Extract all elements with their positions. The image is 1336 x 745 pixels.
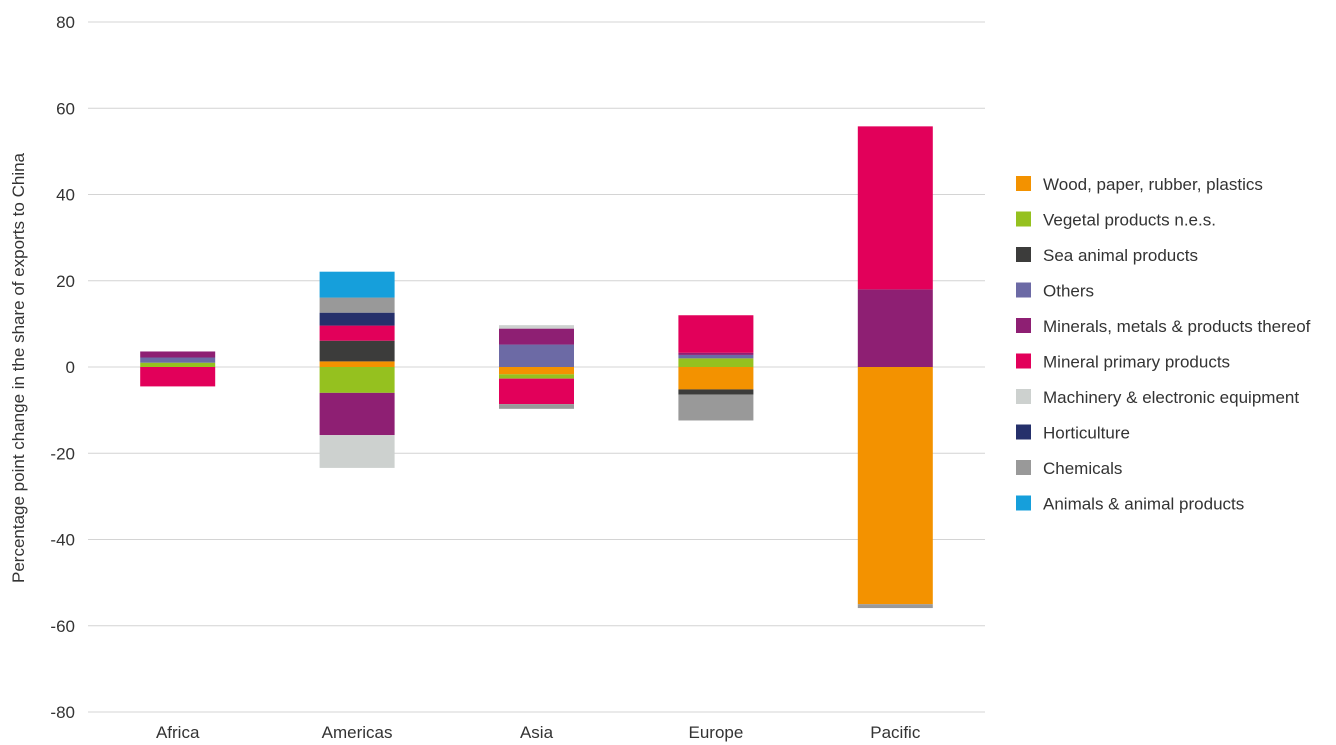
legend-swatch	[1016, 211, 1031, 227]
legend-swatch	[1016, 318, 1031, 333]
legend-swatch	[1016, 282, 1031, 298]
bar-segment	[678, 367, 754, 390]
bar-segment	[319, 367, 395, 393]
legend-swatch	[1016, 353, 1031, 369]
bar-segment	[678, 354, 754, 359]
legend-swatch	[1016, 495, 1031, 511]
y-tick-label: 40	[56, 186, 75, 205]
bar-segment	[857, 367, 933, 605]
bar-segment	[678, 389, 754, 395]
bar-segment	[319, 361, 395, 367]
bar-segment	[319, 435, 395, 468]
bar-segment	[499, 404, 574, 409]
legend-label: Mineral primary products	[1043, 353, 1230, 372]
y-tick-label: 20	[56, 272, 75, 291]
x-tick-label: Asia	[520, 723, 554, 742]
bar-segment	[678, 358, 754, 367]
bar-segment	[140, 362, 216, 367]
bar-segment	[857, 126, 933, 290]
y-tick-label: 80	[56, 13, 75, 32]
legend-swatch	[1016, 389, 1031, 404]
legend-swatch	[1016, 176, 1031, 191]
x-tick-label: Pacific	[870, 723, 921, 742]
x-axis-ticks: Africa Americas Asia Europe Pacific	[156, 723, 921, 742]
legend-label: Chemicals	[1043, 459, 1122, 478]
bar-segment	[140, 351, 216, 358]
y-tick-label: 0	[66, 358, 75, 377]
bar-segment	[319, 271, 395, 298]
bar-segment	[499, 374, 574, 379]
y-axis-ticks: 80 60 40 20 0 -20 -40 -60 -80	[50, 13, 75, 722]
legend: Wood, paper, rubber, plastics Vegetal pro…	[1016, 175, 1311, 514]
legend-label: Sea animal products	[1043, 246, 1198, 265]
y-tick-label: -40	[50, 531, 75, 550]
bar-segment	[857, 604, 933, 609]
bar-segment	[857, 289, 933, 367]
bar-segment	[678, 352, 754, 355]
bar-segment	[140, 367, 216, 387]
legend-label: Machinery & electronic equipment	[1043, 388, 1299, 407]
bar-segment	[319, 340, 395, 362]
bar-segment	[499, 328, 574, 345]
x-tick-label: Americas	[322, 723, 393, 742]
bar-segment	[499, 378, 574, 405]
bars	[140, 126, 933, 609]
legend-swatch	[1016, 424, 1031, 440]
legend-swatch	[1016, 460, 1031, 475]
y-tick-label: -60	[50, 617, 75, 636]
bar-segment	[319, 312, 395, 326]
x-tick-label: Africa	[156, 723, 200, 742]
bar-segment	[319, 325, 395, 341]
bar-segment	[499, 367, 574, 375]
bar-segment	[678, 394, 754, 421]
bar-segment	[678, 315, 754, 353]
bar-segment	[140, 357, 216, 363]
y-tick-label: -80	[50, 703, 75, 722]
y-tick-label: 60	[56, 99, 75, 118]
bar-segment	[319, 297, 395, 313]
legend-label: Horticulture	[1043, 424, 1130, 443]
legend-label: Vegetal products n.e.s.	[1043, 211, 1216, 230]
bar-segment	[499, 325, 574, 329]
bar-segment	[319, 392, 395, 436]
legend-swatch	[1016, 247, 1031, 262]
y-axis-label: Percentage point change in the share of …	[9, 152, 28, 583]
y-tick-label: -20	[50, 444, 75, 463]
legend-label: Animals & animal products	[1043, 495, 1244, 514]
legend-label: Others	[1043, 282, 1094, 301]
legend-label: Wood, paper, rubber, plastics	[1043, 175, 1263, 194]
x-tick-label: Europe	[688, 723, 743, 742]
bar-segment	[499, 344, 574, 367]
legend-label: Minerals, metals & products thereof	[1043, 317, 1311, 336]
